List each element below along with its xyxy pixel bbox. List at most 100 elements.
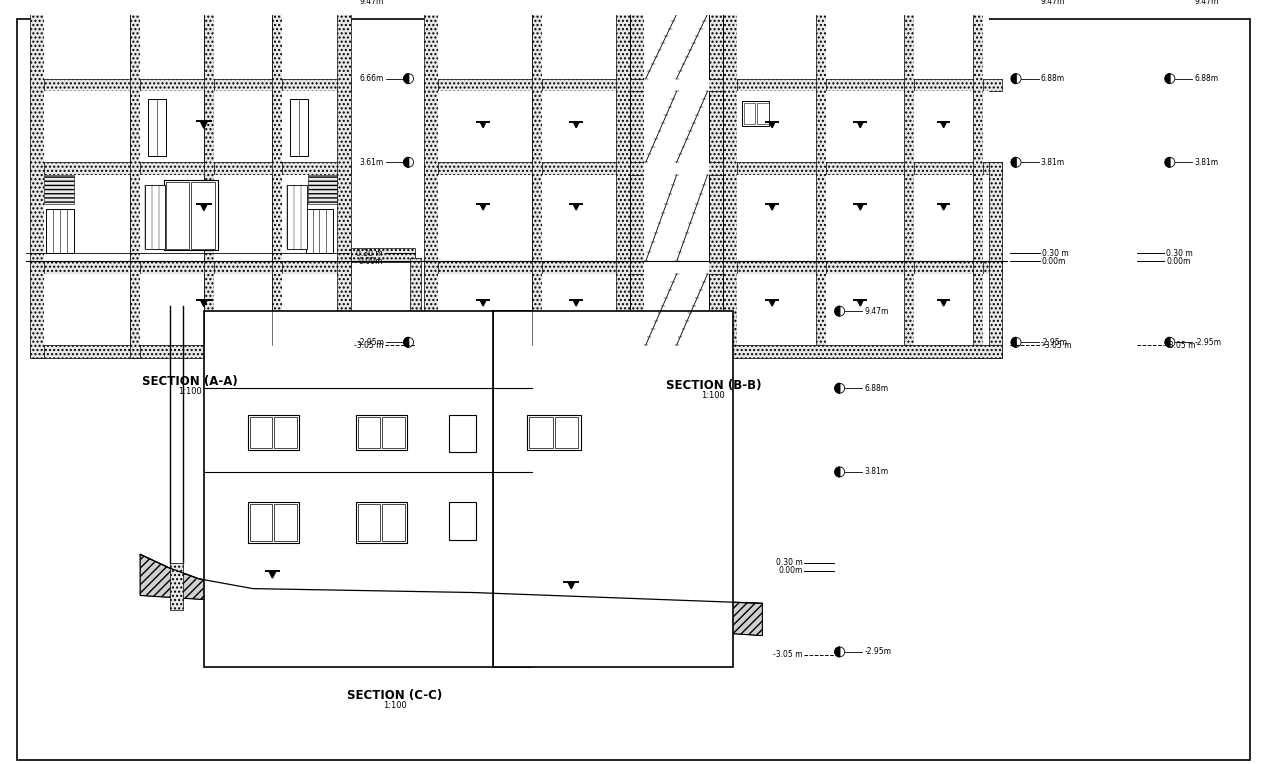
Bar (44, 92, 131, 162)
Text: 9.47m: 9.47m (360, 0, 384, 6)
Bar (383, 504, 404, 542)
Bar (44, 274, 131, 345)
Bar (744, 103, 755, 124)
Bar (283, 92, 337, 162)
Bar (630, 2, 723, 15)
Text: 3.61m: 3.61m (360, 158, 384, 167)
Bar (826, 92, 905, 162)
Text: SECTION (C-C): SECTION (C-C) (347, 689, 442, 702)
Bar (356, 415, 407, 450)
Bar (532, 2, 542, 358)
Bar (644, 0, 710, 345)
Bar (46, 209, 73, 254)
Bar (283, 15, 337, 79)
Circle shape (835, 384, 845, 393)
Text: 0.30 m: 0.30 m (356, 248, 383, 257)
Bar (723, 79, 1002, 92)
Polygon shape (404, 157, 409, 167)
Polygon shape (404, 73, 409, 83)
Bar (357, 504, 380, 542)
Circle shape (1166, 73, 1175, 83)
Bar (542, 15, 616, 79)
Bar (826, 175, 905, 261)
Text: -2.95m: -2.95m (1040, 338, 1068, 347)
Polygon shape (573, 121, 579, 128)
Polygon shape (1166, 338, 1169, 347)
Bar (214, 175, 272, 261)
Text: -2.95m: -2.95m (1195, 338, 1221, 347)
Text: 1:100: 1:100 (179, 387, 201, 397)
Polygon shape (200, 121, 208, 128)
Polygon shape (940, 300, 946, 306)
Bar (337, 2, 351, 358)
Bar (915, 175, 973, 261)
Text: 3.81m: 3.81m (1040, 158, 1064, 167)
Text: 0.30 m: 0.30 m (1041, 248, 1068, 257)
Bar (250, 416, 272, 448)
Bar (424, 2, 630, 15)
Circle shape (404, 338, 413, 347)
Bar (248, 502, 299, 543)
Polygon shape (835, 306, 840, 316)
Text: 0.00m: 0.00m (1166, 257, 1191, 266)
Circle shape (404, 0, 413, 6)
Circle shape (1011, 338, 1021, 347)
Circle shape (1166, 0, 1175, 6)
Bar (30, 261, 351, 274)
Bar (30, 162, 351, 175)
Bar (438, 92, 532, 162)
Bar (131, 2, 141, 358)
Bar (542, 92, 616, 162)
Bar (737, 274, 816, 345)
Bar (826, 15, 905, 79)
Bar (983, 15, 988, 79)
Bar (30, 2, 44, 358)
Bar (141, 274, 204, 345)
Text: -3.05 m: -3.05 m (1041, 341, 1071, 349)
Bar (424, 261, 630, 274)
Polygon shape (573, 204, 579, 210)
Bar (723, 162, 1002, 175)
Text: 1:100: 1:100 (702, 391, 725, 400)
Bar (973, 2, 983, 358)
Polygon shape (480, 121, 487, 128)
Bar (214, 15, 272, 79)
Bar (630, 0, 644, 358)
Bar (424, 2, 438, 358)
Polygon shape (568, 582, 575, 589)
Bar (630, 162, 723, 175)
Bar (555, 416, 578, 448)
Polygon shape (404, 0, 409, 6)
Polygon shape (940, 121, 946, 128)
Bar (44, 15, 131, 79)
Bar (915, 15, 973, 79)
Bar (737, 15, 816, 79)
Polygon shape (141, 555, 763, 636)
Circle shape (1166, 338, 1175, 347)
Bar (290, 99, 308, 156)
Text: 9.47m: 9.47m (864, 306, 888, 316)
Circle shape (1166, 157, 1175, 167)
Text: -3.05 m: -3.05 m (353, 341, 383, 349)
Text: -2.95m: -2.95m (357, 338, 384, 347)
Bar (148, 99, 166, 156)
Text: 6.88m: 6.88m (1040, 74, 1064, 83)
Bar (915, 274, 973, 345)
Bar (438, 175, 532, 261)
Polygon shape (769, 300, 775, 306)
Text: 9.47m: 9.47m (1195, 0, 1219, 6)
Polygon shape (1166, 73, 1169, 83)
Polygon shape (1011, 0, 1016, 6)
Bar (905, 2, 915, 358)
Polygon shape (1011, 338, 1016, 347)
Bar (438, 15, 532, 79)
Bar (983, 274, 988, 345)
Bar (630, 79, 723, 92)
Polygon shape (480, 204, 487, 210)
Bar (214, 92, 272, 162)
Polygon shape (200, 299, 208, 306)
Polygon shape (940, 204, 946, 210)
Bar (357, 416, 380, 448)
Bar (616, 2, 630, 358)
Polygon shape (1166, 157, 1169, 167)
